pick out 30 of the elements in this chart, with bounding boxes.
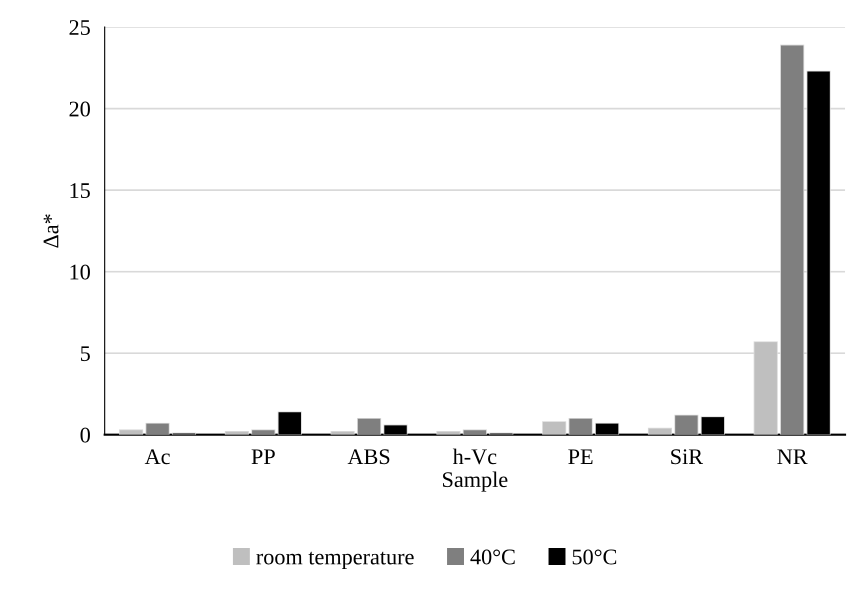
y-tick-label: 0 [80,428,90,443]
y-tick-label: 5 [80,346,90,362]
legend-label: room temperature [256,552,414,569]
bar [462,429,487,435]
bar [224,431,249,435]
y-tick-label: 15 [70,183,90,198]
bar [568,418,593,435]
y-tick-label: 20 [70,102,90,117]
x-tick-label: SiR [671,449,704,464]
x-tick-label: h-Vc [452,448,496,464]
x-tick-label: Ac [144,449,170,464]
y-tick-label: 10 [70,264,90,280]
legend-label: 40°C [470,549,515,564]
bar [436,431,460,435]
x-tick-label: ABS [348,449,390,464]
legend-label: 50°C [572,549,616,564]
x-tick-label: PP [252,449,275,464]
y-axis-title: Δa* [44,214,58,248]
bar [251,429,276,435]
x-tick-label: PE [568,449,592,464]
bar [542,421,566,435]
bar [674,414,698,435]
bar [146,422,170,435]
x-axis-title: Sample [443,472,508,492]
bar [119,429,144,435]
x-tick-label: NR [777,449,808,464]
bar [330,431,355,435]
bar [357,418,382,435]
y-tick-label: 25 [70,20,90,36]
bar [648,428,672,435]
